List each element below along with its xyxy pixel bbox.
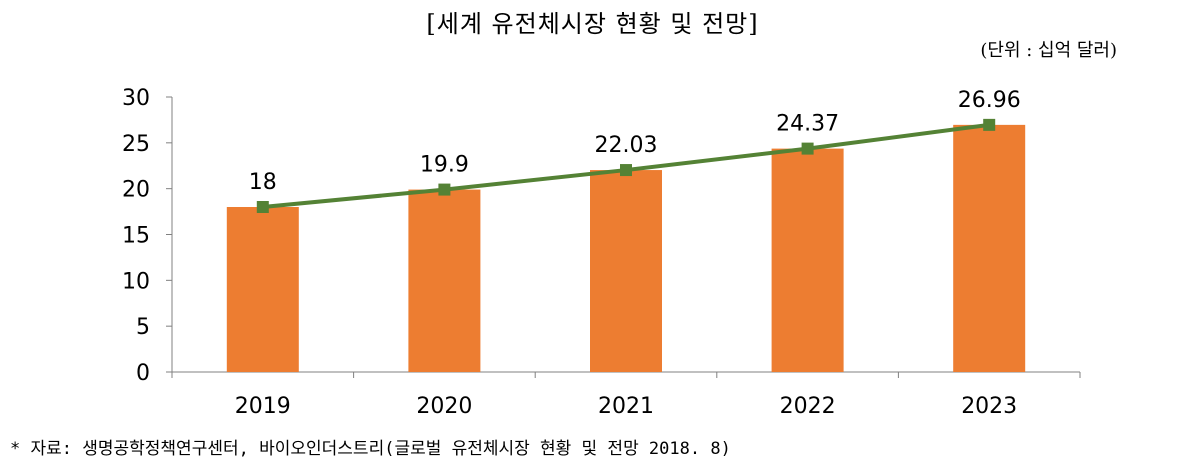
data-label: 19.9: [420, 153, 469, 178]
line-marker: [256, 201, 269, 213]
line-marker: [438, 183, 451, 196]
data-label: 22.03: [595, 133, 658, 158]
bar: [771, 148, 844, 372]
chart-title: [세계 유전체시장 현황 및 전망]: [426, 10, 759, 38]
chart-area: 0 5 10 15 20 25 30 2019 2020 2021 2022 2023 18 19.9 22…: [122, 86, 1081, 419]
y-tick-label: 10: [122, 269, 150, 294]
unit-label: (단위 : 십억 달러): [980, 40, 1117, 61]
data-label: 24.37: [776, 112, 839, 137]
y-tick-label: 15: [122, 224, 150, 249]
data-label: 26.96: [958, 88, 1021, 113]
x-tick-label: 2023: [961, 394, 1017, 419]
y-tick-label: 25: [122, 132, 150, 157]
bar: [590, 170, 662, 372]
bar: [226, 207, 299, 372]
line-marker: [620, 164, 632, 177]
y-tick-label: 20: [122, 178, 150, 203]
x-tick-label: 2022: [780, 394, 836, 419]
y-tick-label: 30: [122, 86, 150, 111]
x-tick-label: 2021: [598, 394, 654, 419]
source-note: * 자료: 생명공학정책연구센터, 바이오인더스트리(글로벌 유전체시장 현황 …: [10, 439, 731, 459]
bar: [408, 189, 481, 372]
y-tick-label: 5: [136, 315, 150, 340]
x-tick-label: 2019: [235, 394, 291, 419]
x-tick-label: 2020: [416, 394, 472, 419]
line-marker: [983, 118, 996, 131]
bar: [953, 124, 1026, 372]
data-label: 18: [249, 170, 277, 195]
line-marker: [801, 142, 814, 155]
y-tick-label: 0: [136, 361, 150, 386]
